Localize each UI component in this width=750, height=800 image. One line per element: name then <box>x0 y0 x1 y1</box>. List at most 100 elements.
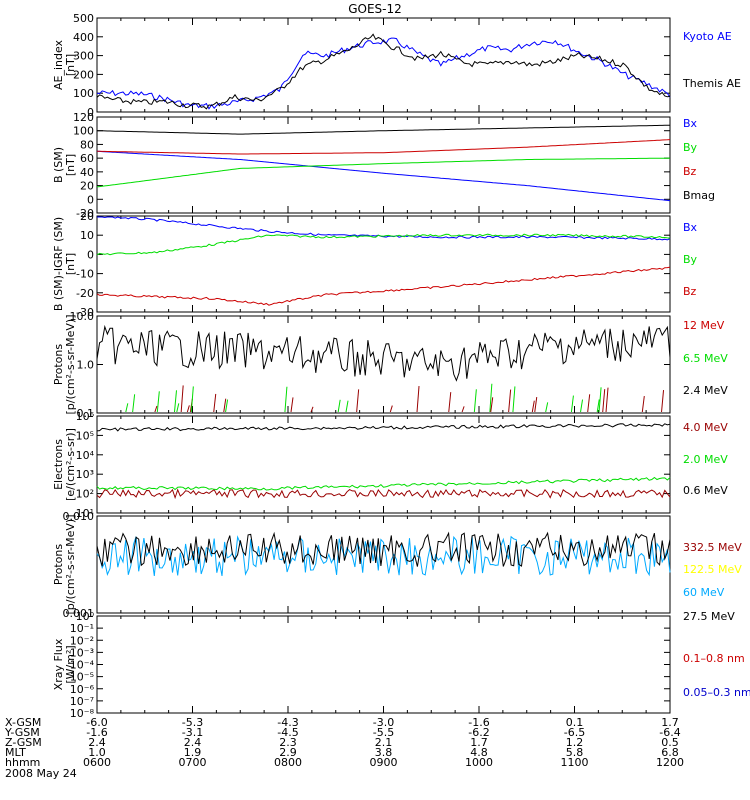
y-axis-label: Protons <box>52 344 65 385</box>
y-tick-label: 100 <box>73 125 94 138</box>
y-tick-label: 10⁻³ <box>70 646 94 659</box>
series-spike-6-5-mev <box>596 399 600 413</box>
panel-3: -30 -20 -10 0 10 20 B (SM)-IGRF (SM) [nT] Bx By Bz <box>52 210 698 319</box>
x-axis-value: -5.3 <box>182 716 203 729</box>
legend-label-4-0-mev: 4.0 MeV <box>683 421 728 434</box>
series-spike-6-5-mev <box>570 395 574 413</box>
legend-label-12-mev: 12 MeV <box>683 319 725 332</box>
y-tick-label: 10⁻⁷ <box>70 695 94 708</box>
series-spike-12-mev <box>508 389 512 413</box>
x-axis-value: -6.2 <box>468 726 489 739</box>
y-axis-label: [p/(cm²-s-sr-MeV)] <box>64 315 77 415</box>
y-axis-label: AE_index <box>52 39 65 90</box>
y-tick-label: 10 <box>80 229 94 242</box>
series-spike-6-5-mev <box>489 383 493 413</box>
y-tick-label: -20 <box>76 287 94 300</box>
y-tick-label: 0.001 <box>63 607 95 620</box>
x-axis-value: 2.3 <box>279 736 297 749</box>
x-axis-value: 1.7 <box>470 736 488 749</box>
series-spike-6-5-mev <box>345 400 349 413</box>
figure-title: GOES-12 <box>348 2 402 16</box>
series-spike-6-5-mev <box>512 386 516 413</box>
x-axis-value: 4.8 <box>470 746 488 759</box>
series-spike-12-mev <box>416 386 420 413</box>
series-line-by <box>96 233 671 256</box>
x-axis-value: -4.5 <box>277 726 298 739</box>
x-axis-value: 1100 <box>561 756 589 769</box>
y-tick-label: 10⁻⁸ <box>70 707 95 720</box>
series-spike-12-mev <box>534 397 538 413</box>
legend-label-bx: Bx <box>683 117 698 130</box>
panel-frame <box>96 415 671 514</box>
legend-label-0-6-mev: 0.6 MeV <box>683 484 728 497</box>
legend-label-2-0-mev: 2.0 MeV <box>683 453 728 466</box>
series-spike-6-5-mev <box>225 399 229 413</box>
series-spike-6-5-mev <box>173 390 177 413</box>
series-spike-12-mev <box>461 406 465 413</box>
legend-label-0-1-0-8-nm: 0.1–0.8 nm <box>683 652 745 665</box>
series-line-themis-ae <box>96 33 671 110</box>
x-axis-value: 2.1 <box>375 736 393 749</box>
y-tick-label: -20 <box>76 207 94 220</box>
y-tick-label: 300 <box>73 50 94 63</box>
series-spike-12-mev <box>641 396 645 413</box>
x-axis-value: -3.0 <box>373 716 394 729</box>
series-spike-6-5-mev <box>132 394 136 413</box>
panel-1: 0 100 200 300 400 500 AE_index [nT] Kyoto AE Them… <box>52 12 741 119</box>
y-tick-label: 100 <box>73 87 94 100</box>
y-tick-label: 10⁻² <box>70 634 94 647</box>
series-spike-12-mev <box>186 405 190 413</box>
panel-frame <box>96 17 671 113</box>
panel-5: 10¹ 10² 10³ 10⁴ 10⁵ 10⁶ Electrons [e/(cm²-s-sr)… <box>52 410 728 520</box>
series-spike-12-mev <box>356 389 360 413</box>
legend-label-60-mev: 60 MeV <box>683 586 725 599</box>
y-tick-label: 10⁻⁴ <box>70 659 95 672</box>
series-spike-12-mev <box>661 389 665 413</box>
series-spike-6-5-mev <box>176 403 180 413</box>
date-label: 2008 May 24 <box>5 767 77 780</box>
legend-label-0-05-0-3-nm: 0.05–0.3 nm <box>683 686 750 699</box>
x-axis-value: -6.4 <box>659 726 680 739</box>
panel-7: 10⁻⁸10⁻⁷10⁻⁶10⁻⁵10⁻⁴10⁻³10⁻²10⁻¹10⁰ Xray … <box>52 610 750 720</box>
series-line-by <box>96 157 671 188</box>
series-spike-6-5-mev <box>190 386 194 413</box>
legend-label-6-5-mev: 6.5 MeV <box>683 352 728 365</box>
series-line-kyoto-ae <box>96 37 671 110</box>
x-axis-value: -6.0 <box>86 716 107 729</box>
series-line-2-0-mev <box>96 476 671 491</box>
series-spike-12-mev <box>310 406 314 413</box>
x-axis-value: 2.4 <box>88 736 106 749</box>
series-line-bz <box>97 139 671 155</box>
legend-label-122-5-mev: 122.5 MeV <box>683 563 742 576</box>
x-axis-row-label: hhmm <box>5 756 40 769</box>
x-axis-value: -1.6 <box>468 716 489 729</box>
y-tick-label: 10¹ <box>76 507 94 520</box>
y-tick-label: 10⁰ <box>76 610 95 623</box>
series-spike-6-5-mev <box>580 399 584 413</box>
legend-label-bmag: Bmag <box>683 189 715 202</box>
x-axis-value: -1.6 <box>86 726 107 739</box>
legend-label-kyoto-ae: Kyoto AE <box>683 30 732 43</box>
y-tick-label: 10.0 <box>70 310 95 323</box>
series-line-bmag <box>96 124 671 135</box>
y-tick-label: 400 <box>73 31 94 44</box>
legend-label-27-5-mev: 27.5 MeV <box>683 610 735 623</box>
y-tick-label: 10⁵ <box>76 429 94 442</box>
x-axis-value: -5.5 <box>373 726 394 739</box>
y-axis-label: Xray Flux <box>52 638 65 690</box>
y-axis-label: Electrons <box>52 439 65 490</box>
series-line-bz <box>96 266 671 306</box>
legend-label-2-4-mev: 2.4 MeV <box>683 384 728 397</box>
y-tick-label: -10 <box>76 268 94 281</box>
panel-frame <box>96 215 671 313</box>
series-spike-12-mev <box>587 394 591 413</box>
y-tick-label: 1.0 <box>77 359 95 372</box>
series-line-bx <box>96 150 671 202</box>
legend-label-by: By <box>683 253 698 266</box>
x-axis-value: 1200 <box>656 756 684 769</box>
x-axis-value: 6.8 <box>661 746 679 759</box>
x-axis-value: 1000 <box>465 756 493 769</box>
x-axis-value: 1.7 <box>661 716 679 729</box>
x-axis-row-label: X-GSM <box>5 716 41 729</box>
y-tick-label: 60 <box>80 152 94 165</box>
